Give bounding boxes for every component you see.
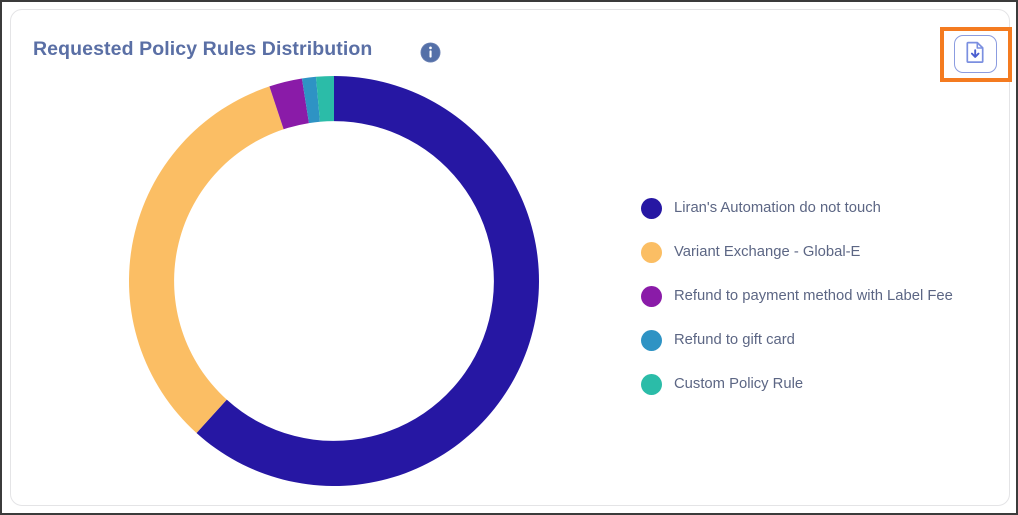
download-report-button[interactable] <box>954 35 997 73</box>
legend-label-2: Refund to payment method with Label Fee <box>674 288 953 304</box>
document-download-icon <box>965 41 986 68</box>
card-header: Requested Policy Rules Distribution <box>11 10 1012 82</box>
donut-slice[interactable] <box>196 76 539 486</box>
donut-slice[interactable] <box>269 78 309 130</box>
legend-item-4[interactable]: Custom Policy Rule <box>641 362 1001 406</box>
legend-label-3: Refund to gift card <box>674 332 795 348</box>
legend-swatch-0 <box>641 197 662 219</box>
legend-item-0[interactable]: Liran's Automation do not touch <box>641 186 1001 230</box>
donut-slice[interactable] <box>301 76 320 124</box>
legend-item-2[interactable]: Refund to payment method with Label Fee <box>641 274 1001 318</box>
legend-swatch-2 <box>641 285 662 307</box>
chart-legend: Liran's Automation do not touch Variant … <box>641 186 1001 406</box>
policy-rules-distribution-card: Requested Policy Rules Distribution <box>10 9 1012 506</box>
legend-label-1: Variant Exchange - Global-E <box>674 244 861 260</box>
legend-label-4: Custom Policy Rule <box>674 376 804 392</box>
legend-label-0: Liran's Automation do not touch <box>674 200 881 216</box>
legend-item-3[interactable]: Refund to gift card <box>641 318 1001 362</box>
legend-swatch-4 <box>641 373 662 395</box>
donut-chart-svg <box>128 76 539 486</box>
page-title: Requested Policy Rules Distribution <box>33 38 373 60</box>
legend-item-1[interactable]: Variant Exchange - Global-E <box>641 230 1001 274</box>
legend-swatch-1 <box>641 241 662 263</box>
legend-swatch-3 <box>641 329 662 351</box>
donut-chart[interactable] <box>121 68 547 494</box>
donut-slice[interactable] <box>315 76 334 122</box>
donut-slice[interactable] <box>128 86 284 434</box>
info-circle-icon[interactable] <box>420 42 441 63</box>
